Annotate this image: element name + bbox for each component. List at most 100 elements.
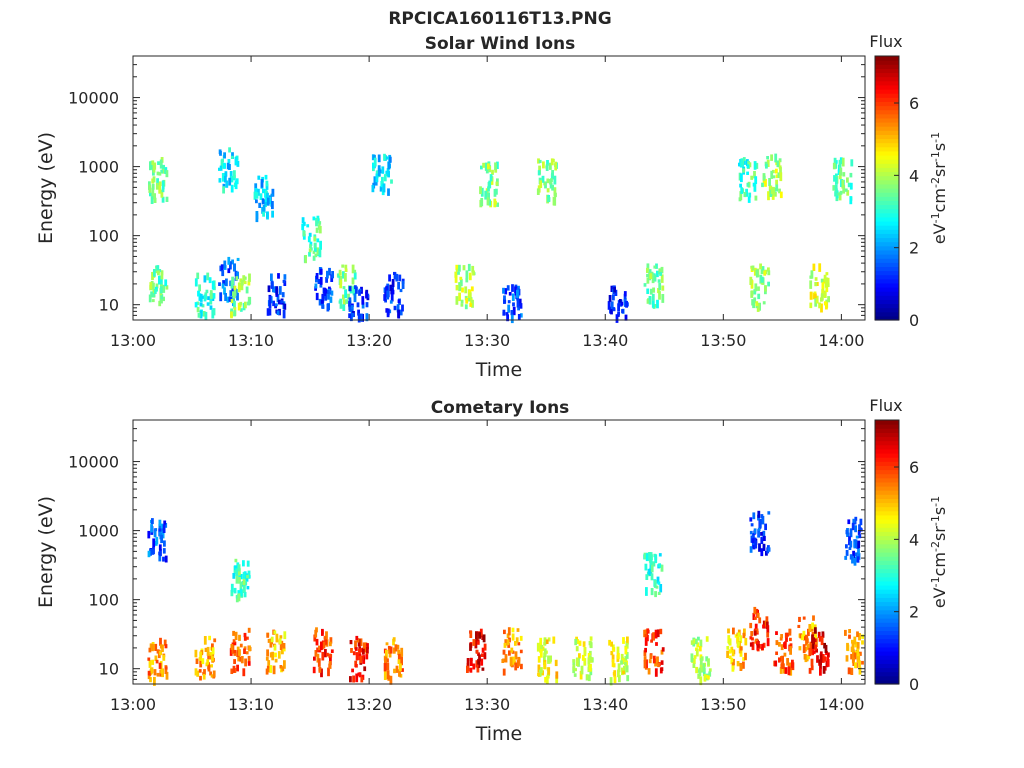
heatmap-cell [206,272,210,281]
heatmap-cell [826,282,830,287]
heatmap-cell [617,653,620,660]
heatmap-cell [271,651,275,661]
heatmap-cell [313,656,316,661]
heatmap-cell [760,548,764,557]
colorbar-segment [875,167,899,173]
heatmap-cell [583,647,587,657]
heatmap-cell [509,657,513,667]
colorbar-segment [875,295,899,300]
heatmap-cell [820,278,824,283]
colorbar-segment [875,646,899,652]
heatmap-cell [856,631,859,638]
heatmap-cell [767,281,770,287]
heatmap-cell [775,184,779,192]
heatmap-cell [551,172,554,177]
heatmap-cell [383,287,387,293]
colorbar-segment [875,109,899,115]
heatmap-cell [471,299,474,308]
heatmap-cell [783,642,786,648]
heatmap-cell [399,309,403,316]
heatmap-cell [393,271,396,275]
heatmap-cell [746,182,750,187]
heatmap-cell [849,554,853,560]
heatmap-cell [366,643,369,650]
heatmap-cell [262,211,265,217]
heatmap-cell [243,280,247,285]
heatmap-cell [388,652,392,658]
colorbar-segment [875,523,899,528]
heatmap-cell [325,631,328,640]
heatmap-cell [767,191,770,201]
heatmap-cell [273,630,277,635]
heatmap-cell [753,606,757,615]
heatmap-cell [280,300,284,304]
heatmap-cell [610,285,614,292]
heatmap-cell [316,647,319,653]
heatmap-cell [150,524,153,533]
heatmap-cell [541,646,545,651]
heatmap-cell [768,178,771,186]
heatmap-cell [222,186,225,194]
colorbar-label-part: -1 [929,151,942,162]
heatmap-cell [209,305,213,310]
heatmap-cell [271,210,274,218]
heatmap-cell [854,525,857,533]
heatmap-cell [766,625,770,633]
heatmap-cell [270,273,273,281]
heatmap-cell [395,665,399,673]
heatmap-cell [753,289,757,295]
heatmap-cell [654,668,658,677]
heatmap-cell [158,300,162,307]
heatmap-cell [647,668,651,675]
heatmap-cell [232,630,235,636]
heatmap-cell [360,313,363,322]
heatmap-cell [543,661,546,670]
heatmap-cell [621,309,624,314]
heatmap-cell [344,273,347,282]
heatmap-cell [857,530,861,536]
heatmap-cell [842,172,846,177]
heatmap-cell [272,300,275,307]
heatmap-cell [837,192,841,196]
heatmap-cell [612,308,616,312]
heatmap-cell [341,264,345,268]
heatmap-cell [643,629,646,638]
colorbar-segment [875,453,899,458]
x-tick-label: 13:10 [228,695,274,714]
heatmap-cell [351,277,355,285]
heatmap-cell [753,161,757,170]
heatmap-cell [611,654,615,663]
heatmap-cell [393,305,397,311]
heatmap-cell [244,301,247,309]
heatmap-cell [150,667,154,674]
heatmap-cell [282,647,286,652]
heatmap-cell [194,278,198,287]
heatmap-cell [651,300,655,308]
heatmap-cell [852,657,855,663]
heatmap-cell [516,298,520,308]
heatmap-cell [469,303,473,307]
colorbar-segment [875,514,899,520]
heatmap-cell [743,192,747,198]
colorbar-segment [875,249,899,255]
heatmap-cell [273,286,277,293]
colorbar-segment [875,188,899,193]
heatmap-cell [152,176,156,183]
heatmap-cell [854,539,858,549]
heatmap-cell [660,266,664,274]
heatmap-cell [835,176,838,185]
heatmap-cell [851,522,855,531]
heatmap-cell [507,300,511,304]
heatmap-cell [618,299,622,303]
heatmap-cell [388,274,391,282]
heatmap-cell [835,190,839,199]
heatmap-cell [236,271,239,279]
heatmap-cell [158,555,162,562]
heatmap-cell [269,652,273,658]
heatmap-cell [476,641,480,645]
heatmap-cell [246,636,249,640]
heatmap-cell [487,192,490,202]
heatmap-cell [383,174,387,182]
heatmap-cell [239,581,243,591]
heatmap-cell [743,628,746,636]
